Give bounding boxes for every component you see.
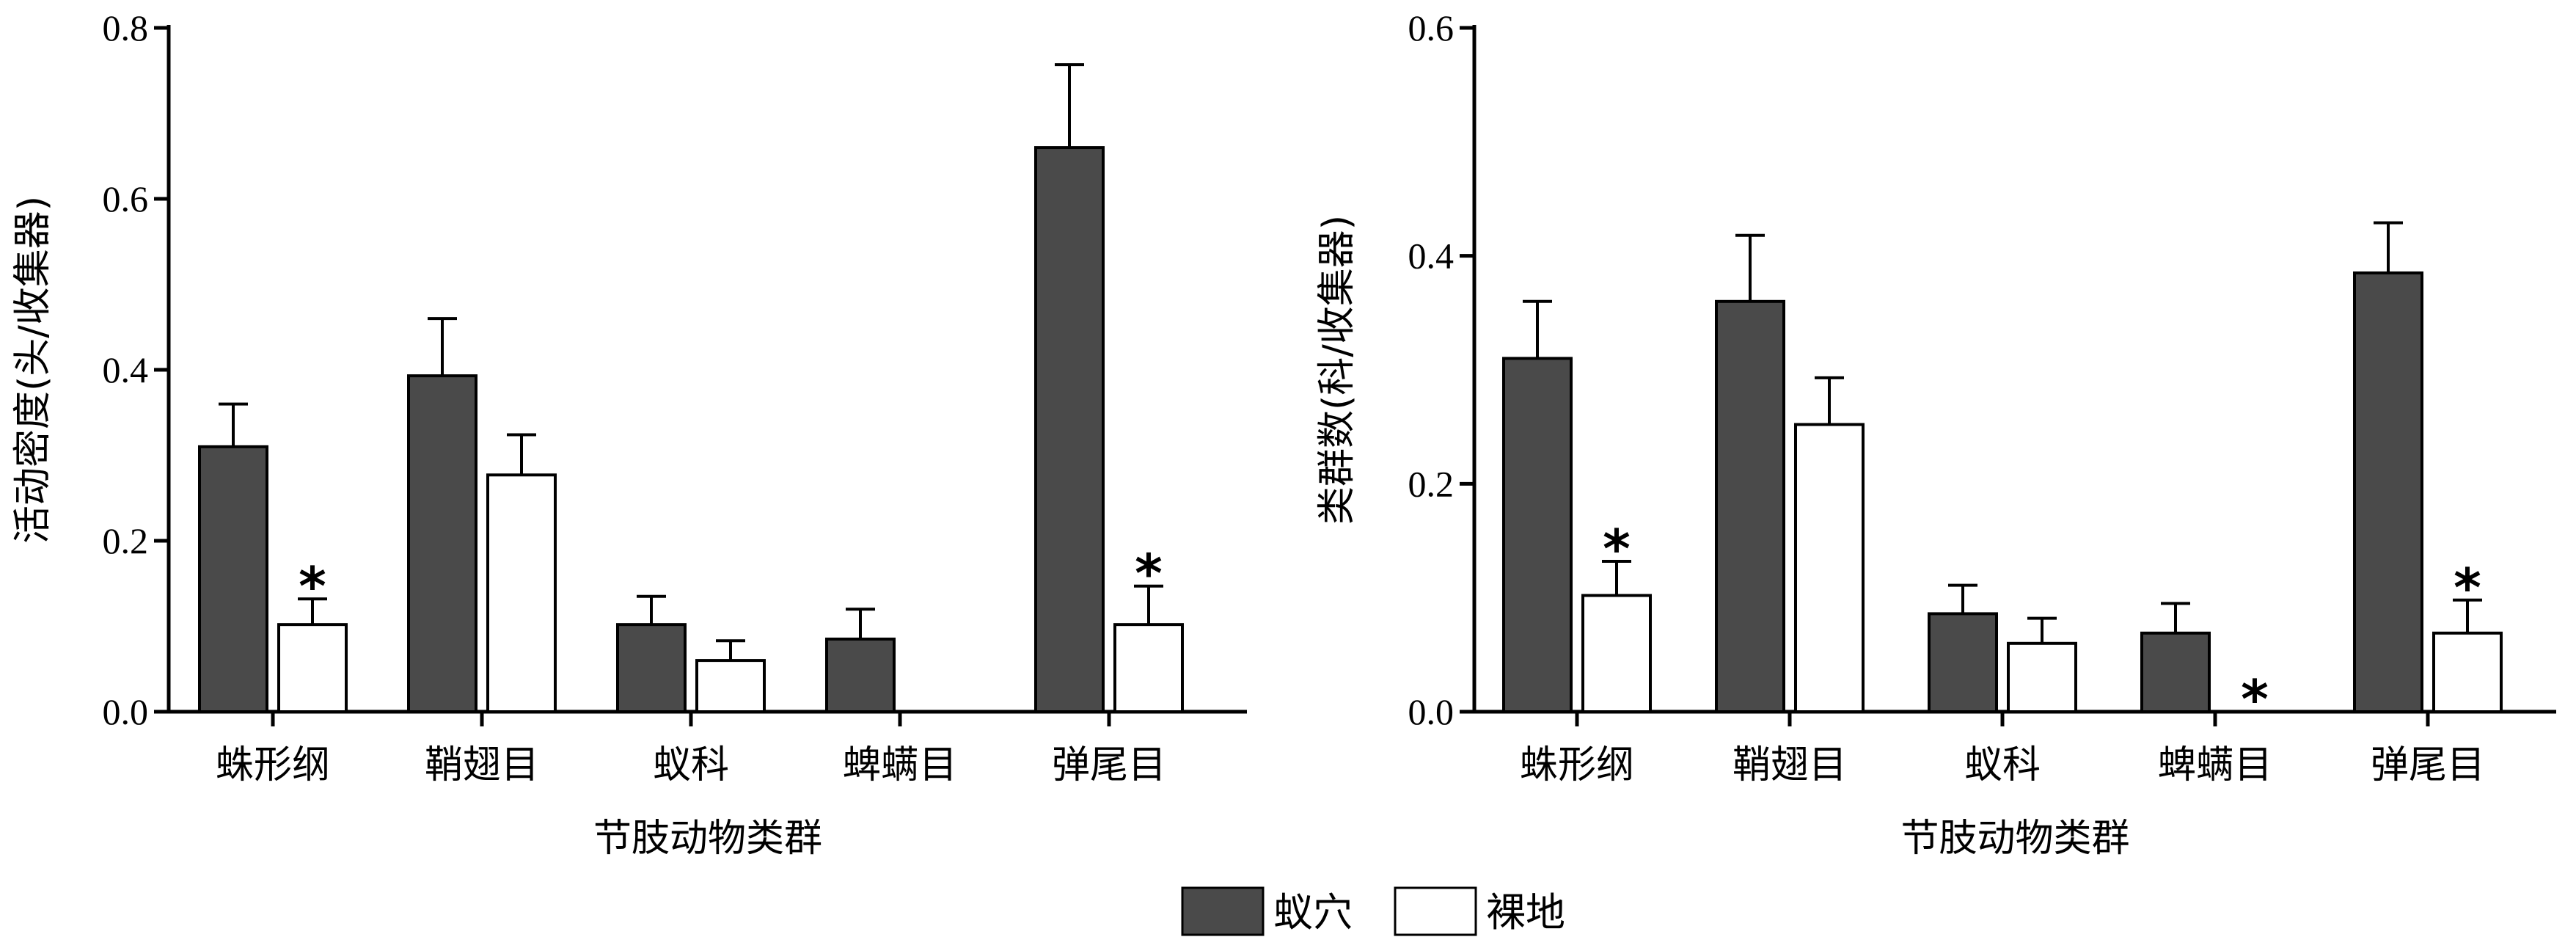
y-tick-label: 0.4 — [1408, 236, 1455, 277]
y-tick-label: 0.0 — [103, 691, 149, 732]
bar-bare — [2007, 641, 2077, 713]
y-tick-label: 0.2 — [1408, 463, 1455, 504]
panel-group-richness: 0.0 0.2 0.4 0.6 类群数(科/收集器) 蛛形纲 * 鞘翅目 蚁科 蜱螨目 * 弹尾目 * 节… — [1315, 7, 2556, 861]
legend-label-bare: 裸地 — [1486, 889, 1565, 936]
y-tick-label: 0.0 — [1408, 691, 1455, 732]
x-tick-label: 弹尾目 — [1052, 743, 1166, 787]
bar-burrow — [1715, 299, 1785, 713]
legend-label-burrow: 蚁穴 — [1273, 889, 1353, 936]
x-tick-label: 鞘翅目 — [1732, 743, 1847, 787]
bar-burrow — [2353, 271, 2423, 713]
legend-swatch-burrow — [1181, 886, 1265, 936]
legend-swatch-bare — [1394, 886, 1477, 936]
panel-activity-density: 0.0 0.2 0.4 0.6 0.8 活动密度(头/收集器) 蛛形纲 * 鞘翅目 蚁科 蜱螨目 弹尾… — [11, 7, 1247, 861]
x-axis-title: 节肢动物类群 — [1900, 817, 2129, 861]
legend: 蚁穴 裸地 — [1181, 886, 1565, 936]
bar-burrow — [1502, 357, 1573, 713]
y-tick-label: 0.4 — [103, 349, 149, 390]
significance-marker: * — [299, 555, 326, 617]
significance-marker: * — [2454, 557, 2481, 619]
significance-marker: * — [1603, 518, 1631, 580]
bar-bare — [1794, 423, 1865, 713]
y-axis-title: 活动密度(头/收集器) — [11, 196, 55, 544]
bar-burrow — [407, 374, 477, 714]
x-tick-label: 蛛形纲 — [216, 743, 330, 787]
bar-bare — [1581, 594, 1652, 713]
x-tick-label: 蚁科 — [1964, 743, 2041, 787]
x-tick-label: 弹尾目 — [2371, 743, 2485, 787]
bar-bare — [1113, 623, 1184, 713]
bar-bare — [277, 623, 348, 713]
significance-marker: * — [1135, 543, 1163, 605]
bar-bare — [695, 659, 766, 713]
y-tick-label: 0.8 — [103, 7, 149, 48]
bar-bare — [2432, 631, 2503, 714]
y-tick-label: 0.2 — [103, 520, 149, 561]
y-tick-label: 0.6 — [103, 178, 149, 219]
x-axis-title: 节肢动物类群 — [593, 817, 822, 861]
x-tick-label: 鞘翅目 — [425, 743, 539, 787]
x-tick-label: 蚁科 — [653, 743, 729, 787]
x-tick-label: 蜱螨目 — [2158, 743, 2272, 787]
significance-marker: * — [2241, 668, 2269, 730]
bar-burrow — [1928, 612, 1998, 713]
y-tick-label: 0.6 — [1408, 7, 1455, 48]
bar-burrow — [2140, 631, 2211, 714]
x-tick-label: 蛛形纲 — [1520, 743, 1634, 787]
bar-burrow — [198, 445, 268, 713]
bar-burrow — [825, 637, 896, 713]
y-axis-title: 类群数(科/收集器) — [1315, 215, 1359, 525]
bar-burrow — [1034, 146, 1105, 714]
bar-burrow — [616, 623, 687, 713]
x-tick-label: 蜱螨目 — [843, 743, 957, 787]
bar-bare — [486, 473, 557, 713]
